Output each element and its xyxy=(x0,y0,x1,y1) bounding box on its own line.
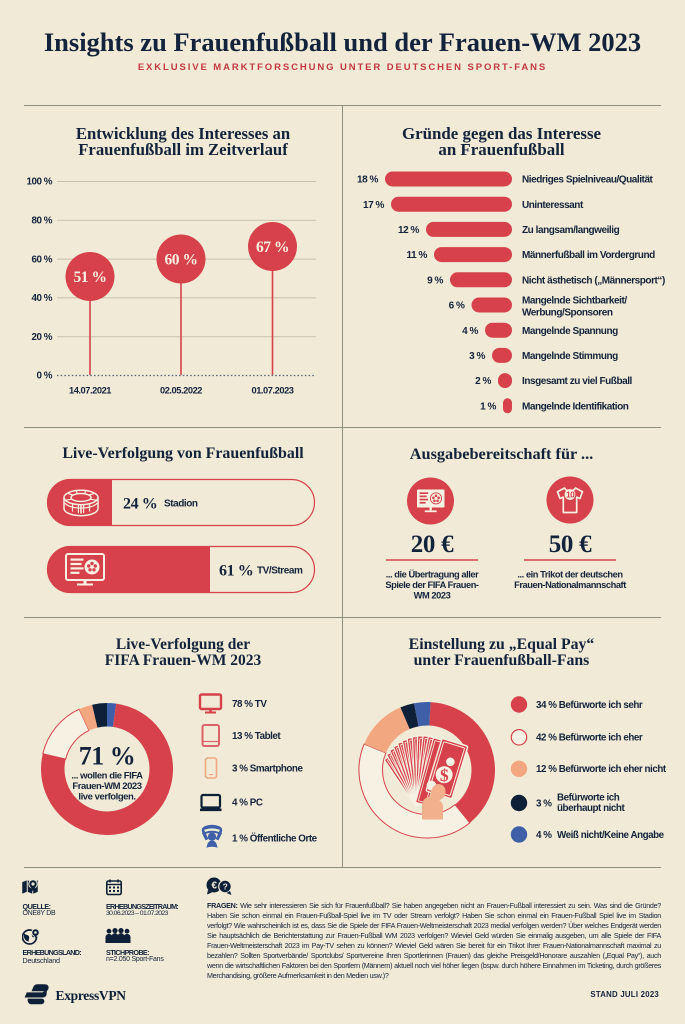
svg-text:WM 2023: WM 2023 xyxy=(414,591,451,601)
svg-text:Männerfußball im Vordergrund: Männerfußball im Vordergrund xyxy=(522,250,655,261)
svg-text:78 % TV: 78 % TV xyxy=(232,699,267,710)
svg-text:Stadion: Stadion xyxy=(164,499,198,510)
svg-text:6 %: 6 % xyxy=(449,301,465,312)
svg-text:01.07.2023: 01.07.2023 xyxy=(251,386,293,396)
svg-text:$: $ xyxy=(440,765,450,785)
svg-text:24 %: 24 % xyxy=(123,496,157,513)
svg-text:4 % PC: 4 % PC xyxy=(232,797,263,808)
svg-text:... wollen die FIFA: ... wollen die FIFA xyxy=(71,771,143,782)
svg-text:?: ? xyxy=(223,882,228,892)
svg-text:18 %: 18 % xyxy=(357,175,379,186)
svg-text:50 €: 50 € xyxy=(549,531,592,558)
svg-text:€: € xyxy=(211,881,217,892)
svg-text:überhaupt nicht: überhaupt nicht xyxy=(557,803,625,814)
svg-text:1 %: 1 % xyxy=(480,401,496,412)
svg-text:Uninteressant: Uninteressant xyxy=(522,200,584,211)
svg-text:2 %: 2 % xyxy=(475,376,491,387)
svg-text:100 %: 100 % xyxy=(26,177,52,188)
svg-text:4 %: 4 % xyxy=(462,326,478,337)
svg-text:Spiele der FIFA Frauen-: Spiele der FIFA Frauen- xyxy=(385,580,478,590)
svg-text:9 %: 9 % xyxy=(427,275,443,286)
svg-text:live verfolgen.: live verfolgen. xyxy=(78,791,135,802)
svg-text:10: 10 xyxy=(566,490,575,500)
svg-text:Mangelnde Sichtbarkeit/: Mangelnde Sichtbarkeit/ xyxy=(522,296,627,307)
svg-text:02.05.2022: 02.05.2022 xyxy=(160,386,202,396)
svg-text:Nicht ästhetisch („Männersport: Nicht ästhetisch („Männersport“) xyxy=(522,275,665,286)
svg-text:61 %: 61 % xyxy=(219,563,253,580)
svg-text:3 % Smartphone: 3 % Smartphone xyxy=(232,763,303,774)
svg-text:42 % Befürworte ich eher: 42 % Befürworte ich eher xyxy=(536,733,643,744)
svg-text:3 %: 3 % xyxy=(469,351,485,362)
svg-text:80 %: 80 % xyxy=(31,216,52,227)
svg-text:Befürworte ich: Befürworte ich xyxy=(557,792,620,803)
svg-text:17 %: 17 % xyxy=(363,200,385,211)
svg-text:71 %: 71 % xyxy=(79,742,136,771)
svg-text:Zu langsam/langweilig: Zu langsam/langweilig xyxy=(522,225,620,236)
svg-text:60 %: 60 % xyxy=(164,252,197,269)
svg-text:60 %: 60 % xyxy=(31,254,52,265)
svg-text:34 % Befürworte ich sehr: 34 % Befürworte ich sehr xyxy=(536,700,643,711)
svg-text:Mangelnde Spannung: Mangelnde Spannung xyxy=(522,326,618,337)
svg-text:51 %: 51 % xyxy=(73,269,106,286)
svg-text:Mangelnde Stimmung: Mangelnde Stimmung xyxy=(522,351,618,362)
svg-text:Frauen-Nationalmannschaft: Frauen-Nationalmannschaft xyxy=(514,580,626,590)
svg-text:12 % Befürworte ich eher nicht: 12 % Befürworte ich eher nicht xyxy=(536,764,667,775)
svg-text:... die Übertragung aller: ... die Übertragung aller xyxy=(386,570,479,580)
svg-text:Insgesamt zu viel Fußball: Insgesamt zu viel Fußball xyxy=(522,376,633,387)
svg-text:Werbung/Sponsoren: Werbung/Sponsoren xyxy=(522,308,613,319)
svg-text:12 %: 12 % xyxy=(398,225,420,236)
svg-text:20 %: 20 % xyxy=(31,332,52,343)
svg-text:11 %: 11 % xyxy=(407,250,428,261)
svg-text:20 €: 20 € xyxy=(411,531,454,558)
svg-text:Weiß nicht/Keine Angabe: Weiß nicht/Keine Angabe xyxy=(557,830,665,841)
svg-text:1 % Öffentliche Orte: 1 % Öffentliche Orte xyxy=(232,833,318,844)
svg-text:14.07.2021: 14.07.2021 xyxy=(69,386,111,396)
svg-text:4 %: 4 % xyxy=(536,830,552,841)
svg-text:67 %: 67 % xyxy=(256,239,289,256)
svg-text:40 %: 40 % xyxy=(31,293,52,304)
svg-text:Niedriges Spielniveau/Qualität: Niedriges Spielniveau/Qualität xyxy=(522,175,654,186)
svg-text:13 % Tablet: 13 % Tablet xyxy=(232,731,281,742)
svg-text:Mangelnde Identifikation: Mangelnde Identifikation xyxy=(522,401,629,412)
svg-text:ExpressVPN: ExpressVPN xyxy=(56,988,127,1003)
svg-text:0 %: 0 % xyxy=(36,371,52,382)
svg-text:... ein Trikot der deutschen: ... ein Trikot der deutschen xyxy=(517,570,623,580)
svg-text:Frauen-WM 2023: Frauen-WM 2023 xyxy=(72,781,141,792)
svg-text:TV/Stream: TV/Stream xyxy=(257,566,303,577)
svg-text:3 %: 3 % xyxy=(536,798,552,809)
